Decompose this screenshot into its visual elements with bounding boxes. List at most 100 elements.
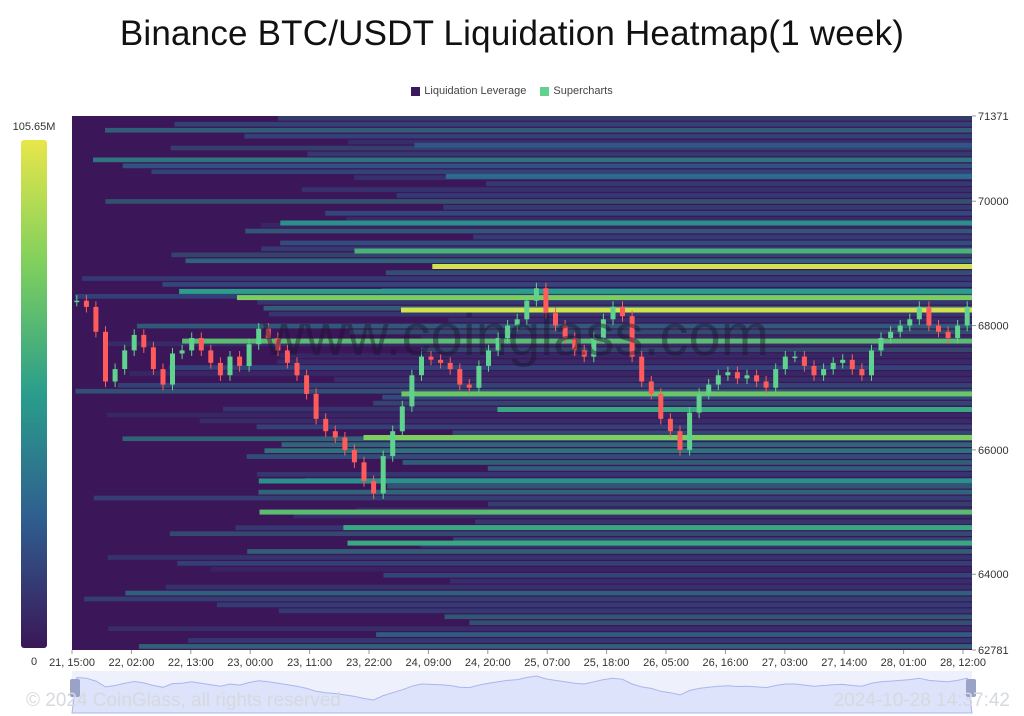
y-tick-label: 66000 xyxy=(978,445,1009,457)
heatmap-cell xyxy=(376,632,973,637)
price-candle xyxy=(428,356,434,360)
legend-swatch-liquidation-leverage xyxy=(411,86,421,96)
heatmap-cell xyxy=(420,335,972,341)
colorbar-gradient xyxy=(21,140,47,648)
heatmap-cell xyxy=(171,252,972,258)
price-candle xyxy=(629,316,635,357)
price-candle xyxy=(160,369,166,385)
heatmap-cell xyxy=(277,359,973,364)
price-candle xyxy=(964,306,970,326)
price-candle xyxy=(801,356,807,366)
heatmap-cell xyxy=(210,566,973,572)
x-tick-label: 21, 15:00 xyxy=(49,657,95,669)
price-candle xyxy=(773,369,779,388)
x-tick-label: 25, 07:00 xyxy=(524,657,570,669)
price-candle xyxy=(438,359,444,363)
heatmap-cell xyxy=(177,561,973,566)
heatmap-cell xyxy=(278,608,972,614)
price-candle xyxy=(782,356,788,369)
navigator-price-area xyxy=(71,675,973,714)
price-candle xyxy=(524,300,530,320)
y-tick-label: 62781 xyxy=(978,645,1009,657)
liquidation-band xyxy=(401,307,972,313)
price-candle xyxy=(486,350,491,366)
price-candle xyxy=(227,356,233,376)
y-tick-label: 70000 xyxy=(978,196,1009,208)
timestamp-text: 2024-10-28 14:37:42 xyxy=(833,690,1010,711)
price-candle xyxy=(600,319,606,338)
heatmap-cell xyxy=(475,519,972,525)
price-candle xyxy=(419,356,424,376)
heatmap-plot-area xyxy=(72,116,973,650)
heatmap-cell xyxy=(122,163,972,169)
heatmap-cell xyxy=(279,353,972,358)
price-candle xyxy=(715,375,721,385)
legend-item-supercharts[interactable]: Supercharts xyxy=(540,84,613,98)
price-candle xyxy=(351,449,357,463)
heatmap-cell xyxy=(453,537,972,542)
price-candle xyxy=(667,418,673,432)
heatmap-cell xyxy=(387,483,972,489)
heatmap-cell xyxy=(257,299,972,305)
price-candle xyxy=(888,331,894,338)
heatmap-cell xyxy=(385,270,972,275)
heatmap-cell xyxy=(473,234,972,240)
heatmap-cell xyxy=(185,258,972,264)
liquidation-band xyxy=(363,435,972,440)
heatmap-cell xyxy=(256,424,973,430)
heatmap-cell xyxy=(452,430,972,436)
range-navigator[interactable] xyxy=(70,671,976,714)
price-candle xyxy=(103,331,108,382)
heatmap-cell xyxy=(448,317,972,323)
price-candle xyxy=(533,288,539,301)
y-tick-label: 68000 xyxy=(978,321,1009,333)
price-candle xyxy=(725,372,731,376)
heatmap-cell xyxy=(245,228,972,234)
heatmap-cell xyxy=(188,638,972,643)
heatmap-cell xyxy=(246,454,973,459)
price-candle xyxy=(505,325,511,338)
price-candle xyxy=(361,462,367,481)
price-candle xyxy=(476,366,482,388)
heatmap-cell xyxy=(443,205,972,210)
legend-swatch-supercharts xyxy=(540,86,550,96)
price-candle xyxy=(294,362,300,376)
price-candle xyxy=(457,369,463,385)
price-candle xyxy=(849,359,855,370)
liquidation-band xyxy=(237,295,972,301)
x-tick-label: 27, 03:00 xyxy=(762,657,808,669)
navigator-left-handle[interactable] xyxy=(70,679,80,697)
legend-item-liquidation-leverage[interactable]: Liquidation Leverage xyxy=(411,84,526,98)
heatmap-cell xyxy=(117,383,973,388)
price-candle xyxy=(897,325,903,332)
price-candle xyxy=(811,366,817,376)
heatmap-cell xyxy=(107,555,972,560)
heatmap-cell xyxy=(349,329,972,335)
heatmap-cell xyxy=(93,495,972,501)
price-candle xyxy=(639,356,645,382)
price-candle xyxy=(696,393,702,413)
price-candle xyxy=(945,331,951,338)
price-candle xyxy=(648,381,654,394)
price-candle xyxy=(543,288,549,314)
legend-label-supercharts: Supercharts xyxy=(553,85,613,97)
heatmap-cell xyxy=(169,531,973,536)
heatmap-cell xyxy=(488,501,972,507)
price-candle xyxy=(304,375,310,394)
liquidation-band xyxy=(432,264,972,269)
liquidation-band xyxy=(354,248,972,254)
heatmap-cell xyxy=(82,276,973,281)
heatmap-cell xyxy=(293,513,973,519)
price-candle xyxy=(131,334,137,351)
heatmap-cell xyxy=(307,151,972,157)
legend-label-liquidation-leverage: Liquidation Leverage xyxy=(424,85,527,97)
price-candle xyxy=(122,350,128,369)
heatmap-cell xyxy=(486,181,972,186)
heatmap-cell xyxy=(382,394,972,400)
heatmap-cell xyxy=(325,210,972,216)
liquidation-band xyxy=(347,540,972,546)
navigator-right-handle[interactable] xyxy=(966,679,976,697)
price-candle xyxy=(170,353,175,385)
y-tick-label: 64000 xyxy=(978,569,1009,581)
heatmap-cell xyxy=(106,341,972,347)
